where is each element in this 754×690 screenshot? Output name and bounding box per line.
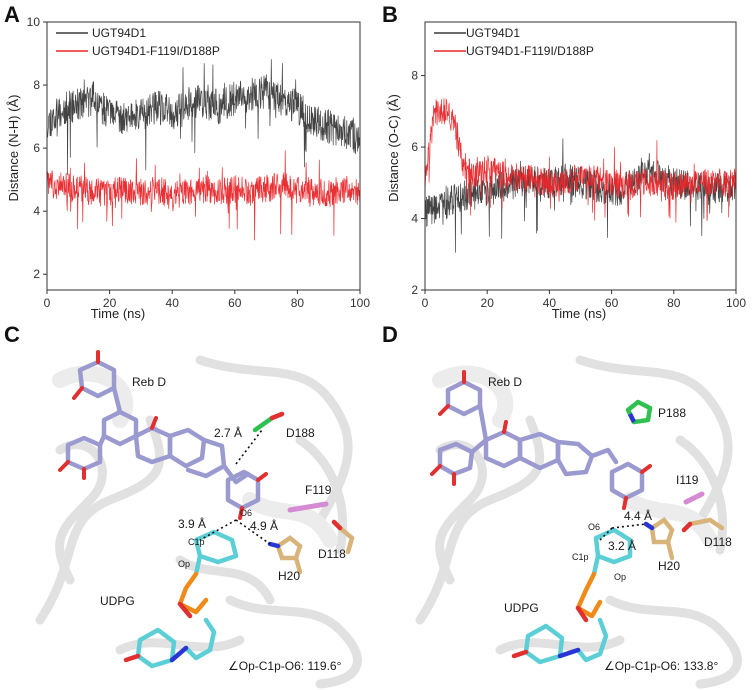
chart-a-xlabel: Time (ns) — [91, 306, 145, 321]
y-tick-label: 8 — [33, 78, 40, 92]
plot-frame — [46, 21, 361, 291]
label-h20-d: H20 — [658, 559, 680, 573]
chart-b-ylabel: Distance (O-C) (Å) — [386, 94, 401, 202]
chart-b-legend-2: UGT94D1-F119I/D188P — [466, 44, 594, 58]
protein-cartoon-d — [415, 355, 742, 689]
label-op-c: Op — [178, 559, 190, 569]
chart-b: Time (ns) Distance (O-C) (Å) UGT94D1 UGT… — [386, 21, 746, 321]
label-i119-d: I119 — [676, 473, 699, 487]
label-dist3-c: 4.9 Å — [250, 518, 278, 533]
label-o6-d: O6 — [588, 522, 600, 532]
label-op-d: Op — [614, 572, 626, 582]
panel-label-b: B — [382, 2, 398, 27]
udpg-c — [123, 529, 239, 669]
protein-cartoon-d-light — [432, 365, 718, 548]
label-udpg-d: UDPG — [504, 601, 539, 615]
distance-lines-c — [199, 429, 271, 545]
residue-p188-d — [625, 399, 653, 425]
rebd-oxygens-d — [430, 370, 652, 510]
label-c1p-c: C1p — [188, 537, 205, 547]
label-dist1-c: 2.7 Å — [214, 425, 242, 440]
y-tick-label: 8 — [411, 69, 418, 83]
y-tick-label: 4 — [33, 204, 40, 218]
rebd-ligand-d — [437, 379, 645, 501]
residue-i119-d — [683, 491, 705, 505]
chart-a-legend-2: UGT94D1-F119I/D188P — [92, 44, 220, 58]
label-rebd-d: Reb D — [488, 375, 522, 389]
panel-label-c: C — [4, 322, 20, 347]
chart-a-ylabel: Distance (N-H) (Å) — [6, 95, 21, 202]
label-dist2-d: 3.2 Å — [608, 538, 636, 553]
x-tick-label: 60 — [228, 296, 242, 310]
label-f119-c: F119 — [305, 483, 332, 497]
y-tick-label: 2 — [33, 267, 40, 281]
x-tick-label: 100 — [726, 296, 746, 310]
y-tick-label: 6 — [411, 140, 418, 154]
chart-a-legend-1: UGT94D1 — [92, 26, 146, 40]
label-d118-c: D118 — [318, 547, 346, 561]
residue-h20-d — [643, 516, 675, 561]
panel-label-d: D — [382, 322, 398, 347]
y-tick-label: 6 — [33, 141, 40, 155]
residue-d188-c — [252, 411, 285, 433]
x-tick-label: 20 — [103, 296, 117, 310]
series-line-1 — [46, 59, 361, 176]
y-tick-label: 2 — [411, 283, 418, 297]
label-d188-c: D188 — [286, 426, 315, 440]
label-h20-c: H20 — [278, 569, 300, 583]
x-tick-label: 100 — [350, 296, 370, 310]
residue-d118-d — [681, 517, 725, 533]
x-tick-label: 60 — [605, 296, 619, 310]
panel-label-a: A — [4, 2, 20, 27]
y-tick-label: 10 — [27, 15, 41, 29]
label-udpg-c: UDPG — [100, 594, 135, 608]
label-rebd-c: Reb D — [132, 375, 166, 389]
label-o6-c: O6 — [240, 508, 252, 518]
label-angle-c: ∠Op-C1p-O6: 119.6° — [228, 659, 342, 673]
x-tick-label: 40 — [543, 296, 557, 310]
chart-b-legend-1: UGT94D1 — [466, 26, 520, 40]
udpg-d — [511, 527, 633, 665]
chart-a: Time (ns) Distance (N-H) (Å) UGT94D1 UGT… — [6, 15, 370, 321]
y-tick-label: 4 — [411, 212, 418, 226]
label-dist1-d: 4.4 Å — [624, 508, 652, 523]
x-tick-label: 80 — [291, 296, 305, 310]
label-d118-d: D118 — [704, 535, 732, 549]
residue-f119-c — [287, 501, 329, 513]
series-line-2 — [46, 150, 361, 241]
label-angle-d: ∠Op-C1p-O6: 133.8° — [604, 659, 718, 673]
x-tick-label: 0 — [44, 296, 51, 310]
residue-d118-c — [331, 519, 355, 555]
x-tick-label: 0 — [422, 296, 429, 310]
residue-h20-c — [267, 535, 303, 575]
rebd-oxygens-c — [58, 350, 268, 520]
label-c1p-d: C1p — [572, 552, 589, 562]
label-dist2-c: 3.9 Å — [178, 516, 206, 531]
distance-lines-d — [599, 523, 647, 541]
x-tick-label: 40 — [166, 296, 180, 310]
label-p188-d: P188 — [658, 406, 686, 420]
rebd-ligand-c — [65, 359, 261, 511]
chart-b-xlabel: Time (ns) — [552, 306, 606, 321]
plot-frame — [424, 21, 737, 291]
x-tick-label: 20 — [481, 296, 495, 310]
series-line-2 — [424, 98, 737, 223]
x-tick-label: 80 — [667, 296, 681, 310]
